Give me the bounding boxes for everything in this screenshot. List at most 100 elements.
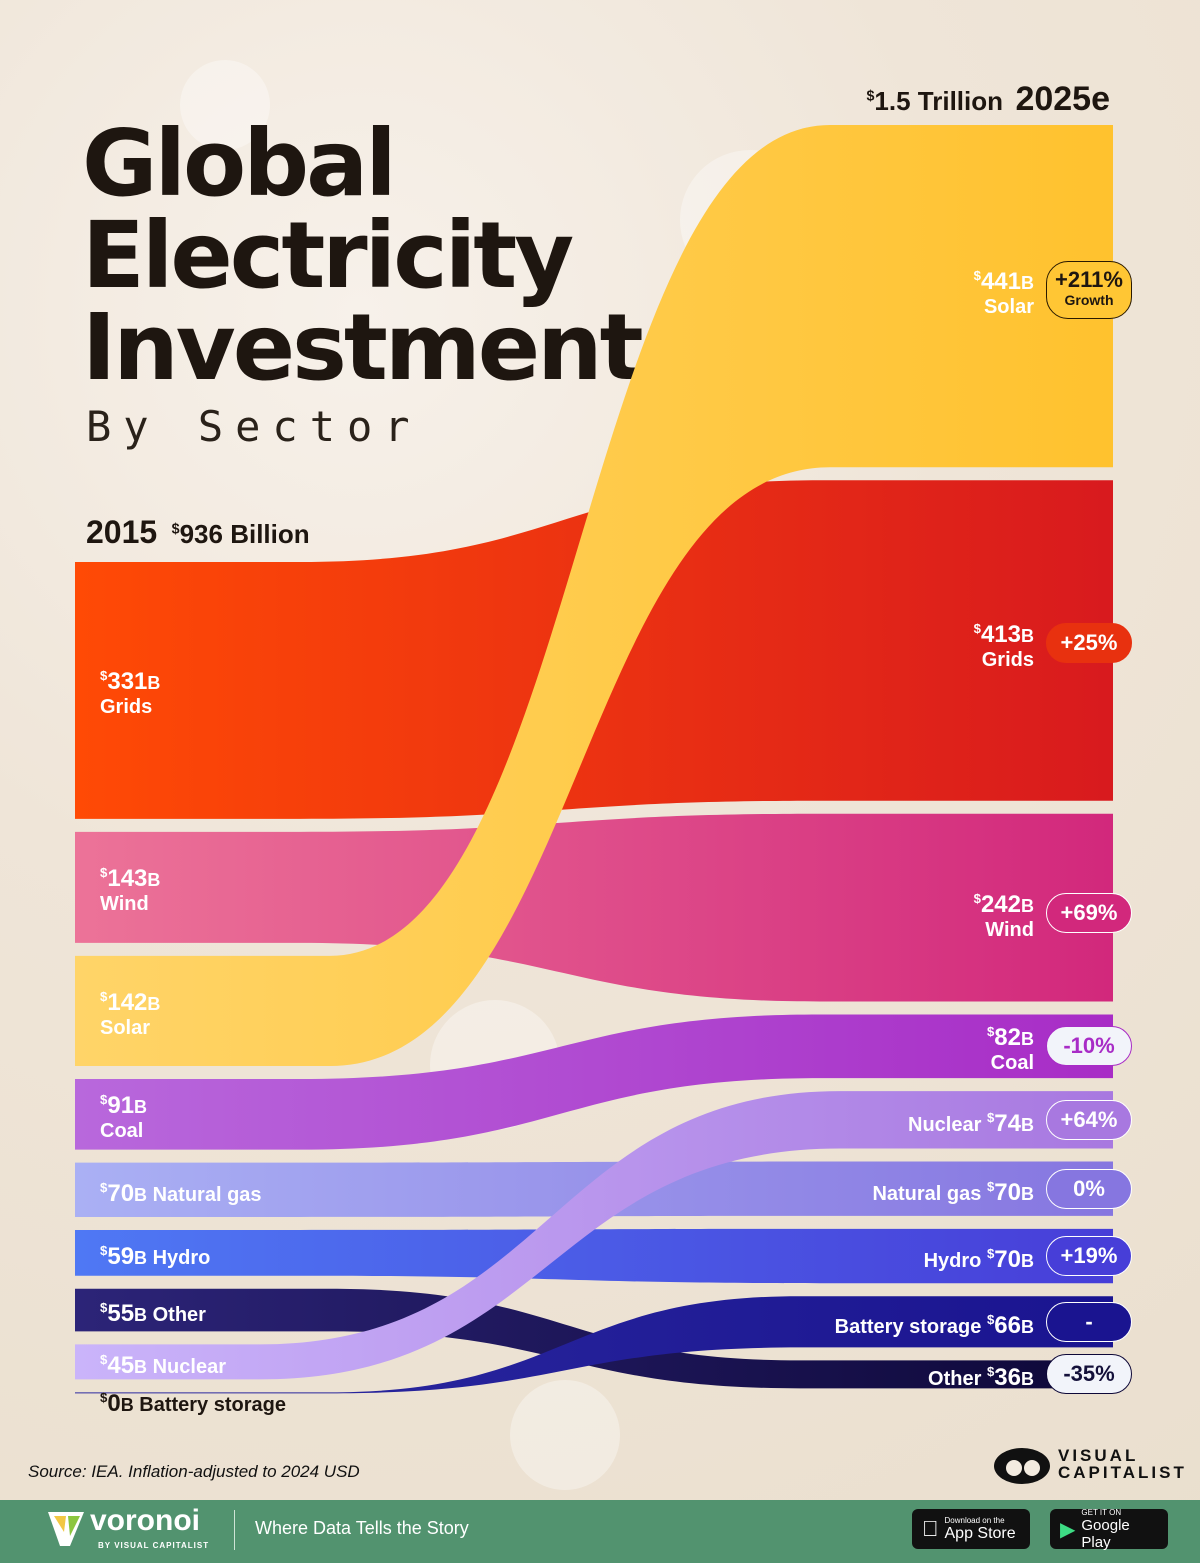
title-line: Global (82, 110, 397, 217)
badge-value: +64% (1060, 1106, 1118, 1132)
right-label: Battery storage $66B (835, 1308, 1034, 1339)
right-total: 1.5 Trillion (874, 86, 1003, 116)
voronoi-logo-icon (48, 1512, 84, 1546)
currency-sign: $ (986, 1024, 995, 1040)
left-label: $45B Nuclear (100, 1348, 226, 1379)
label-value: 74 (994, 1109, 1021, 1137)
label-value: 36 (994, 1364, 1021, 1392)
left-label: $91B Coal (100, 1088, 147, 1143)
change-badge: +64% (1046, 1099, 1132, 1140)
visual-capitalist-logo: VISUAL CAPITALIST (992, 1442, 1187, 1486)
right-label: Nuclear $74B (908, 1106, 1034, 1137)
currency-sign: $ (100, 865, 108, 881)
label-value: 70 (994, 1178, 1021, 1206)
currency-sign: $ (100, 668, 108, 684)
label-name: Wind (985, 919, 1034, 941)
label-name: Coal (990, 1052, 1034, 1075)
label-name: Other (928, 1368, 982, 1391)
label-name: Coal (100, 1120, 144, 1143)
right-header: $1.5 Trillion 2025e (866, 80, 1110, 119)
change-badge: -35% (1046, 1354, 1132, 1395)
currency-sign: $ (973, 891, 981, 906)
label-unit: B (1021, 1251, 1034, 1272)
label-value: 91 (107, 1092, 135, 1120)
change-badge: +19% (1046, 1236, 1132, 1277)
right-label: Other $36B (928, 1360, 1034, 1391)
google-play-button[interactable]: ▶ GET IT ON Google Play (1050, 1508, 1168, 1551)
currency-sign: $ (866, 88, 875, 105)
badge-value: 0% (1073, 1175, 1105, 1201)
right-label: $242B Wind (974, 887, 1034, 942)
badge-value: - (1085, 1308, 1093, 1334)
band-solar (75, 125, 1113, 1067)
left-header: 2015 $936 Billion (86, 514, 310, 551)
left-year: 2015 (86, 514, 158, 550)
badge-value: +69% (1060, 900, 1118, 925)
label-name: Wind (100, 893, 149, 916)
label-unit: B (1021, 1114, 1034, 1135)
right-label: $82B Coal (987, 1020, 1034, 1075)
label-name: Hydro (923, 1250, 982, 1273)
label-unit: B (147, 993, 161, 1014)
change-badge: +211% Growth (1046, 261, 1132, 319)
store-label: Google Play (1081, 1516, 1130, 1551)
label-value: 70 (107, 1179, 135, 1207)
left-total: 936 Billion (179, 519, 310, 549)
label-name: Battery storage (834, 1315, 982, 1338)
footer-bar: voronoi BY VISUAL CAPITALIST Where Data … (0, 1500, 1200, 1563)
label-value: 331 (107, 668, 148, 696)
currency-sign: $ (986, 1178, 995, 1194)
title-line: Electricity (82, 202, 574, 309)
label-name: Nuclear (152, 1355, 226, 1378)
left-label: $0B Battery storage (100, 1386, 286, 1417)
currency-sign: $ (986, 1246, 995, 1262)
label-unit: B (134, 1247, 148, 1268)
label-name: Solar (983, 296, 1034, 318)
label-unit: B (147, 673, 161, 694)
page-title: Global Electricity Investment (82, 110, 644, 401)
play-icon: ▶ (1060, 1518, 1076, 1541)
currency-sign: $ (100, 1242, 108, 1258)
apple-icon:  (922, 1516, 939, 1542)
badge-value: +211% (1055, 267, 1123, 292)
bokeh-decoration (180, 60, 270, 150)
label-unit: B (1021, 273, 1034, 293)
change-badge: +69% (1046, 893, 1132, 933)
label-unit: B (1021, 1029, 1034, 1050)
band-coal (75, 1014, 1113, 1150)
label-value: 0 (107, 1390, 121, 1417)
label-name: Grids (100, 696, 153, 719)
label-unit: B (1021, 1183, 1034, 1204)
currency-sign: $ (100, 1351, 108, 1367)
badge-value: +25% (1060, 630, 1118, 655)
label-unit: B (1021, 896, 1034, 916)
label-value: 55 (107, 1300, 135, 1328)
label-value: 242 (980, 891, 1021, 918)
label-unit: B (1021, 626, 1034, 646)
badge-value: -35% (1063, 1361, 1115, 1387)
store-label: App Store (928, 1524, 1016, 1542)
label-value: 413 (980, 621, 1021, 648)
source-note: Source: IEA. Inflation-adjusted to 2024 … (28, 1462, 360, 1481)
title-line: Investment (82, 294, 644, 401)
currency-sign: $ (973, 621, 981, 636)
label-value: 70 (994, 1246, 1021, 1274)
band-wind (75, 813, 1113, 1002)
brand-line: VISUAL (1058, 1446, 1139, 1465)
label-value: 45 (107, 1351, 135, 1379)
label-name: Hydro (152, 1246, 211, 1269)
currency-sign: $ (986, 1364, 995, 1380)
label-value: 142 (107, 988, 148, 1016)
voronoi-logo-text[interactable]: voronoi (90, 1504, 200, 1537)
change-badge: +25% (1046, 623, 1132, 663)
vc-mascot-icon (994, 1448, 1050, 1484)
label-unit: B (120, 1395, 134, 1415)
label-unit: B (134, 1184, 148, 1205)
change-badge: 0% (1046, 1168, 1132, 1209)
currency-sign: $ (100, 1092, 108, 1108)
badge-value: -10% (1063, 1033, 1115, 1059)
band-hydro (75, 1228, 1113, 1284)
bokeh-decoration (510, 1380, 620, 1490)
label-value: 59 (107, 1242, 135, 1270)
